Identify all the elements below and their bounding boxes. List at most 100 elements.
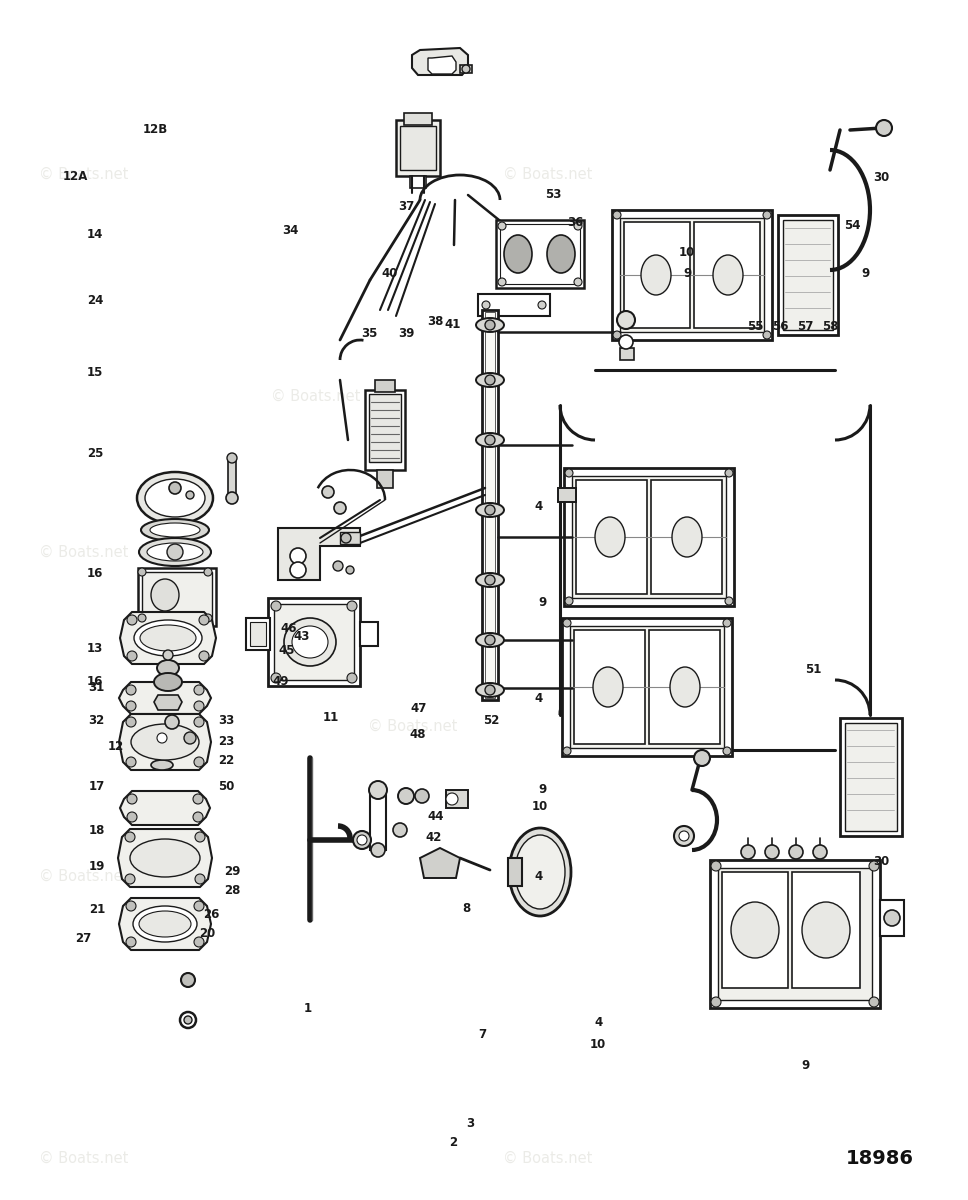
Circle shape (194, 757, 204, 767)
Text: 25: 25 (87, 448, 103, 460)
Circle shape (334, 502, 346, 514)
Circle shape (184, 1016, 192, 1024)
Circle shape (446, 793, 458, 805)
Text: 4: 4 (534, 692, 542, 704)
Ellipse shape (476, 683, 504, 697)
Text: 9: 9 (683, 268, 691, 280)
Text: 53: 53 (546, 188, 561, 200)
Text: 9: 9 (802, 1060, 809, 1072)
Text: 19: 19 (89, 860, 105, 872)
Text: 47: 47 (410, 702, 426, 714)
Text: © Boats.net: © Boats.net (368, 719, 457, 733)
Circle shape (393, 823, 407, 838)
Text: 11: 11 (323, 712, 339, 724)
Ellipse shape (476, 318, 504, 332)
Circle shape (565, 469, 573, 476)
Circle shape (204, 614, 212, 622)
Bar (845, 722, 897, 830)
Ellipse shape (670, 667, 700, 707)
Bar (396, 120, 440, 176)
Ellipse shape (476, 572, 504, 587)
Circle shape (765, 845, 779, 859)
Circle shape (498, 222, 506, 230)
Circle shape (126, 716, 136, 727)
Circle shape (194, 937, 204, 947)
Circle shape (613, 331, 621, 338)
Text: 24: 24 (87, 294, 103, 306)
Text: 12B: 12B (142, 124, 167, 136)
Polygon shape (278, 528, 360, 580)
Ellipse shape (156, 748, 174, 756)
Ellipse shape (476, 503, 504, 517)
Text: 20: 20 (199, 928, 215, 940)
Circle shape (226, 492, 238, 504)
Bar (138, 568, 216, 626)
Bar (365, 390, 405, 470)
Circle shape (725, 596, 733, 605)
Bar (340, 532, 360, 544)
Circle shape (227, 452, 237, 463)
Bar (620, 218, 764, 332)
Text: 36: 36 (567, 216, 583, 228)
Text: 21: 21 (89, 904, 105, 916)
Bar (694, 222, 760, 328)
Circle shape (271, 601, 281, 611)
Circle shape (163, 650, 173, 660)
Text: 16: 16 (87, 568, 103, 580)
Circle shape (371, 842, 385, 857)
Ellipse shape (147, 542, 203, 560)
Ellipse shape (151, 760, 173, 770)
Bar (228, 460, 236, 500)
Text: 7: 7 (478, 1028, 486, 1040)
Circle shape (485, 575, 495, 584)
Text: 32: 32 (89, 714, 105, 726)
Text: © Boats.net: © Boats.net (271, 389, 360, 403)
Ellipse shape (476, 433, 504, 446)
Text: 51: 51 (805, 664, 821, 676)
Circle shape (126, 937, 136, 947)
Text: 1: 1 (304, 1002, 312, 1014)
Circle shape (341, 533, 351, 542)
Circle shape (194, 901, 204, 911)
Ellipse shape (157, 660, 179, 676)
Text: 46: 46 (280, 623, 297, 635)
Bar (446, 790, 468, 808)
Circle shape (322, 486, 334, 498)
Ellipse shape (641, 254, 671, 295)
Circle shape (126, 901, 136, 911)
Ellipse shape (150, 523, 200, 538)
Circle shape (347, 601, 357, 611)
Ellipse shape (284, 618, 336, 666)
Bar (274, 604, 354, 680)
Polygon shape (119, 714, 211, 770)
Text: 15: 15 (87, 366, 103, 378)
Circle shape (271, 673, 281, 683)
Text: 4: 4 (534, 870, 542, 882)
Text: 14: 14 (87, 228, 103, 240)
Ellipse shape (595, 517, 625, 557)
Ellipse shape (547, 235, 575, 272)
Circle shape (723, 746, 731, 755)
Ellipse shape (731, 902, 779, 958)
Text: 49: 49 (272, 676, 289, 688)
Bar (360, 622, 378, 646)
Ellipse shape (131, 724, 199, 760)
Circle shape (165, 715, 179, 728)
Ellipse shape (151, 578, 179, 611)
Text: 12A: 12A (63, 170, 88, 182)
Circle shape (199, 614, 209, 625)
Circle shape (195, 832, 205, 842)
Circle shape (138, 614, 146, 622)
Text: 10: 10 (532, 800, 548, 812)
Circle shape (674, 826, 694, 846)
Text: 18: 18 (89, 824, 105, 836)
Text: 55: 55 (746, 320, 764, 332)
Circle shape (876, 120, 892, 136)
Circle shape (538, 301, 546, 308)
Text: © Boats.net: © Boats.net (39, 167, 128, 181)
Circle shape (167, 544, 183, 560)
Circle shape (884, 910, 900, 926)
Text: 22: 22 (219, 755, 234, 767)
Bar (485, 312, 495, 698)
Circle shape (462, 65, 470, 73)
